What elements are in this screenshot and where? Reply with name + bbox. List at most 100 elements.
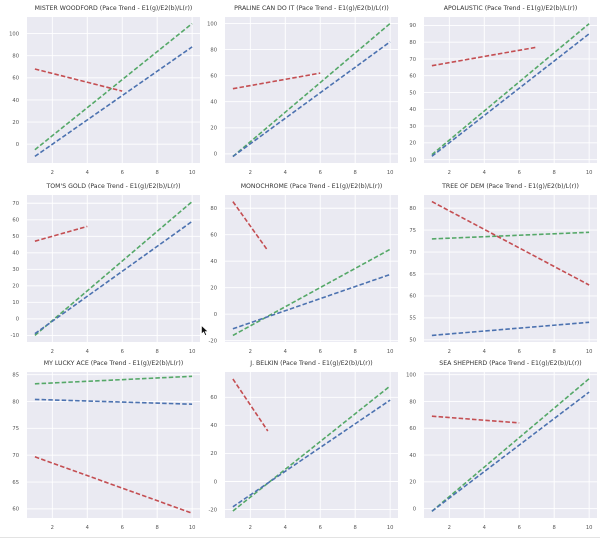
bottom-divider bbox=[0, 537, 600, 538]
y-tick-label: 70 bbox=[12, 453, 19, 459]
y-tick-label: 55 bbox=[409, 316, 416, 322]
y-tick-label: 60 bbox=[12, 218, 19, 224]
y-tick-label: 40 bbox=[409, 453, 416, 459]
x-tick-label: 2 bbox=[448, 170, 451, 176]
y-tick-label: 40 bbox=[210, 259, 217, 265]
x-tick-label: 4 bbox=[86, 349, 90, 355]
series-line-e2 bbox=[232, 399, 391, 508]
subplot-title: MY LUCKY ACE (Pace Trend - E1(g)/E2(b)/L… bbox=[44, 360, 184, 367]
y-tick-label: 60 bbox=[12, 76, 19, 82]
y-tick-label: 30 bbox=[12, 267, 19, 273]
x-tick-label: 10 bbox=[387, 349, 394, 355]
series-line-l bbox=[431, 200, 590, 286]
y-tick-label: -20 bbox=[209, 338, 217, 344]
x-tick-label: 2 bbox=[448, 349, 451, 355]
x-tick-label: 10 bbox=[586, 349, 593, 355]
series-line-l bbox=[431, 415, 520, 424]
y-tick-label: 80 bbox=[409, 40, 416, 46]
x-tick-label: 2 bbox=[448, 525, 451, 531]
x-tick-label: 4 bbox=[483, 525, 487, 531]
x-tick-label: 10 bbox=[387, 525, 394, 531]
x-tick-label: 8 bbox=[354, 525, 357, 531]
y-tick-label: 0 bbox=[214, 479, 217, 485]
y-tick-label: 80 bbox=[12, 54, 19, 60]
y-tick-label: 10 bbox=[409, 157, 416, 163]
x-tick-label: 2 bbox=[249, 170, 252, 176]
y-tick-label: 60 bbox=[409, 74, 416, 80]
subplot-title: J. BELKIN (Pace Trend - E1(g)/E2(b)/L(r)… bbox=[249, 360, 372, 367]
y-tick-label: 70 bbox=[409, 57, 416, 63]
subplot: TREE OF DEM (Pace Trend - E1(g)/E2(b)/L(… bbox=[409, 183, 597, 355]
series-line-e2 bbox=[232, 41, 391, 158]
x-tick-label: 8 bbox=[354, 170, 357, 176]
series-line-e1 bbox=[232, 22, 391, 158]
series-line-e2 bbox=[431, 321, 590, 337]
x-tick-label: 6 bbox=[319, 349, 322, 355]
series-line-l bbox=[232, 72, 321, 90]
y-tick-label: 80 bbox=[210, 206, 217, 212]
y-tick-label: 60 bbox=[409, 294, 416, 300]
subplot: APOLAUSTIC (Pace Trend - E1(g)/E2(b)/L(r… bbox=[409, 5, 597, 176]
x-tick-label: 10 bbox=[189, 525, 196, 531]
y-tick-label: 40 bbox=[12, 98, 19, 104]
plot-area bbox=[27, 17, 200, 163]
series-line-e1 bbox=[431, 23, 590, 156]
series-line-e1 bbox=[232, 248, 391, 337]
y-tick-label: 0 bbox=[413, 506, 416, 512]
series-line-l bbox=[232, 378, 269, 432]
subplot-title: SEA SHEPHERD (Pace Trend - E1(g)/E2(b)/L… bbox=[439, 360, 581, 367]
x-tick-label: 8 bbox=[553, 349, 556, 355]
x-tick-label: 6 bbox=[319, 525, 322, 531]
y-tick-label: -10 bbox=[11, 333, 19, 339]
series-line-l bbox=[34, 456, 193, 514]
y-tick-label: 100 bbox=[207, 21, 217, 27]
subplot-title: MISTER WOODFORD (Pace Trend - E1(g)/E2(b… bbox=[35, 5, 193, 12]
x-tick-label: 6 bbox=[121, 349, 124, 355]
y-tick-label: 75 bbox=[12, 426, 19, 432]
subplot: MISTER WOODFORD (Pace Trend - E1(g)/E2(b… bbox=[9, 5, 200, 176]
subplot: SEA SHEPHERD (Pace Trend - E1(g)/E2(b)/L… bbox=[406, 360, 597, 531]
subplot: J. BELKIN (Pace Trend - E1(g)/E2(b)/L(r)… bbox=[209, 360, 398, 531]
y-tick-label: 20 bbox=[210, 286, 217, 292]
x-tick-label: 4 bbox=[86, 525, 90, 531]
subplot: MONOCHROME (Pace Trend - E1(g)/E2(b)/L(r… bbox=[209, 183, 398, 355]
series-line-e1 bbox=[431, 231, 590, 240]
x-tick-label: 8 bbox=[156, 170, 159, 176]
subplot: TOM'S GOLD (Pace Trend - E1(g)/E2(b)/L(r… bbox=[11, 183, 200, 355]
mouse-cursor-icon bbox=[201, 325, 209, 336]
x-tick-label: 6 bbox=[518, 525, 521, 531]
y-tick-label: 10 bbox=[12, 300, 19, 306]
x-tick-label: 4 bbox=[483, 349, 487, 355]
x-tick-label: 2 bbox=[249, 349, 252, 355]
y-tick-label: 50 bbox=[409, 90, 416, 96]
y-tick-label: 40 bbox=[210, 423, 217, 429]
y-tick-label: 0 bbox=[16, 142, 19, 148]
subplot-title: TREE OF DEM (Pace Trend - E1(g)/E2(b)/L(… bbox=[441, 183, 579, 190]
series-line-e2 bbox=[431, 391, 590, 512]
y-tick-label: 90 bbox=[409, 23, 416, 29]
series-line-e2 bbox=[232, 273, 391, 330]
x-tick-label: 4 bbox=[284, 525, 288, 531]
x-tick-label: 6 bbox=[518, 349, 521, 355]
y-tick-label: 60 bbox=[409, 426, 416, 432]
y-tick-label: 40 bbox=[12, 251, 19, 257]
y-tick-label: 20 bbox=[409, 480, 416, 486]
x-tick-label: 6 bbox=[518, 170, 521, 176]
plot-area bbox=[424, 195, 597, 342]
y-tick-label: 0 bbox=[214, 152, 217, 158]
y-tick-label: 80 bbox=[409, 206, 416, 212]
y-tick-label: 40 bbox=[210, 100, 217, 106]
y-tick-label: 85 bbox=[12, 372, 19, 378]
x-tick-label: 6 bbox=[121, 525, 124, 531]
series-line-e1 bbox=[34, 375, 193, 385]
x-tick-label: 2 bbox=[249, 525, 252, 531]
series-line-e2 bbox=[34, 398, 193, 405]
y-tick-label: 20 bbox=[210, 126, 217, 132]
series-line-e1 bbox=[431, 378, 590, 512]
subplot-title: APOLAUSTIC (Pace Trend - E1(g)/E2(b)/L(r… bbox=[444, 5, 578, 12]
x-tick-label: 10 bbox=[387, 170, 394, 176]
x-tick-label: 10 bbox=[189, 349, 196, 355]
x-tick-label: 6 bbox=[121, 170, 124, 176]
x-tick-label: 2 bbox=[51, 170, 54, 176]
series-line-e1 bbox=[34, 200, 193, 337]
